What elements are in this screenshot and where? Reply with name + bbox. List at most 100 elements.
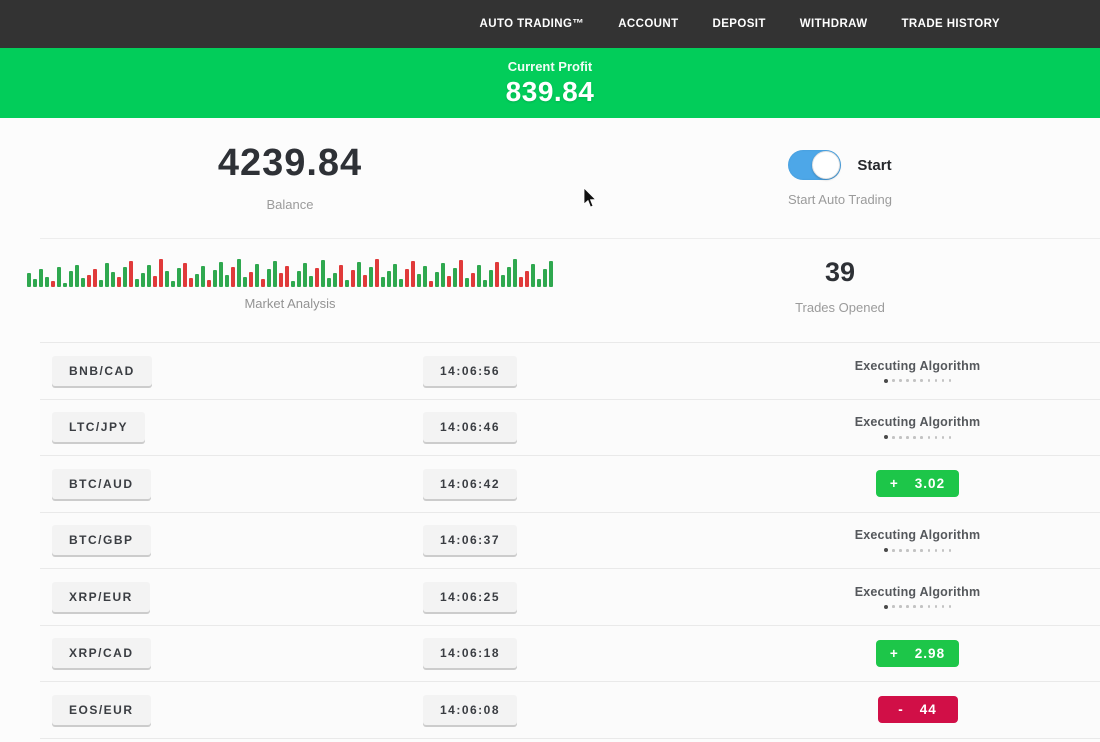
candle-bar [537, 279, 541, 287]
time-button[interactable]: 14:06:08 [422, 694, 518, 725]
candle-bar [75, 265, 79, 287]
market-analysis-block: Market Analysis [0, 253, 580, 342]
trade-row: BTC/GBP 14:06:37 Executing Algorithm [40, 512, 1100, 569]
pair-button[interactable]: BTC/GBP [52, 525, 151, 556]
progress-dots [883, 548, 952, 553]
time-button[interactable]: 14:06:42 [422, 468, 518, 499]
nav-item-deposit[interactable]: DEPOSIT [712, 18, 766, 30]
trade-row: BTC/AUD 14:06:42 +3.02 [40, 456, 1100, 513]
pair-button[interactable]: LTC/JPY [52, 412, 145, 443]
candle-bar [465, 278, 469, 287]
trades-opened-label: Trades Opened [795, 300, 885, 315]
market-row: Market Analysis 39 Trades Opened [0, 239, 1100, 342]
nav-item-trade-history[interactable]: TRADE HISTORY [901, 18, 1000, 30]
current-profit-value: 839.84 [505, 75, 595, 107]
candle-bar [381, 277, 385, 287]
candle-bar [165, 271, 169, 287]
pair-button[interactable]: BNB/CAD [52, 355, 152, 386]
trade-row: EOS/EUR 14:06:08 -44 [40, 682, 1100, 739]
candle-bar [231, 267, 235, 287]
candle-bar [423, 266, 427, 287]
badge-sign: - [898, 702, 904, 718]
candle-bar [135, 279, 139, 287]
candle-bar [411, 261, 415, 287]
pair-button[interactable]: XRP/CAD [52, 638, 151, 669]
candle-bar [243, 277, 247, 287]
candle-bar [57, 267, 61, 287]
executing-algorithm-label: Executing Algorithm [854, 528, 981, 543]
nav-item-account[interactable]: ACCOUNT [618, 18, 679, 30]
candle-bar [447, 276, 451, 287]
candle-bar [543, 269, 547, 287]
candle-bar [183, 263, 187, 287]
trade-row: BNB/CAD 14:06:56 Executing Algorithm [40, 343, 1100, 400]
candle-bar [63, 283, 67, 287]
time-button[interactable]: 14:06:56 [422, 355, 518, 386]
balance-block: 4239.84 Balance [0, 142, 580, 238]
badge-value: 44 [919, 702, 937, 718]
candle-bar [387, 271, 391, 287]
candle-bar [153, 276, 157, 287]
profit-badge: +3.02 [875, 470, 960, 498]
candle-bar [69, 271, 73, 287]
pair-button[interactable]: BTC/AUD [52, 468, 151, 499]
candle-bar [261, 279, 265, 287]
candle-bar [471, 273, 475, 287]
candle-bar [477, 265, 481, 287]
candle-bar [285, 266, 289, 287]
progress-dots [883, 604, 952, 609]
candle-bar [303, 263, 307, 287]
candle-bar [249, 272, 253, 287]
start-label: Start [857, 156, 892, 174]
candle-bar [549, 261, 553, 287]
start-auto-trading-label: Start Auto Trading [787, 192, 893, 207]
start-auto-trading-toggle[interactable] [788, 150, 842, 180]
candle-bar [45, 277, 49, 287]
progress-dots [883, 378, 952, 383]
candle-bar [111, 272, 115, 287]
time-button[interactable]: 14:06:25 [422, 581, 518, 612]
candle-bar [147, 265, 151, 287]
progress-dots [883, 435, 952, 440]
candle-bar [123, 267, 127, 287]
candle-bar [333, 273, 337, 287]
trade-row: LTC/JPY 14:06:46 Executing Algorithm [40, 399, 1100, 456]
candle-bar [417, 274, 421, 287]
candle-bar [159, 259, 163, 287]
candle-bar [507, 267, 511, 287]
candle-bar [489, 270, 493, 287]
toggle-group: Start [788, 150, 892, 180]
pair-button[interactable]: EOS/EUR [52, 694, 151, 725]
candle-bar [525, 271, 529, 287]
loss-badge: -44 [877, 696, 958, 724]
time-button[interactable]: 14:06:37 [422, 525, 518, 556]
badge-value: 3.02 [914, 476, 946, 492]
section-divider [40, 238, 1100, 239]
candle-bar [99, 280, 103, 287]
candle-bar [435, 272, 439, 287]
pair-button[interactable]: XRP/EUR [52, 581, 150, 612]
executing-algorithm-label: Executing Algorithm [854, 584, 981, 599]
current-profit-label: Current Profit [507, 58, 593, 74]
nav-item-withdraw[interactable]: WITHDRAW [799, 18, 868, 30]
candle-bar [495, 262, 499, 287]
candle-bar [375, 259, 379, 287]
candle-bar [189, 278, 193, 287]
candle-bar [201, 266, 205, 287]
candle-bar [81, 278, 85, 287]
candle-bar [399, 279, 403, 287]
candle-bar [273, 261, 277, 287]
time-button[interactable]: 14:06:46 [422, 412, 518, 443]
executing-algorithm-label: Executing Algorithm [854, 358, 981, 373]
candle-bar [93, 269, 97, 287]
time-button[interactable]: 14:06:18 [422, 638, 518, 669]
trades-opened-count: 39 [824, 257, 856, 287]
candle-bar [501, 275, 505, 287]
nav-item-auto-trading[interactable]: AUTO TRADING™ [479, 18, 585, 30]
candle-bar [363, 275, 367, 287]
candle-bar [519, 277, 523, 287]
toggle-knob [812, 151, 841, 179]
candle-bar [327, 278, 331, 287]
candle-bar [441, 263, 445, 287]
